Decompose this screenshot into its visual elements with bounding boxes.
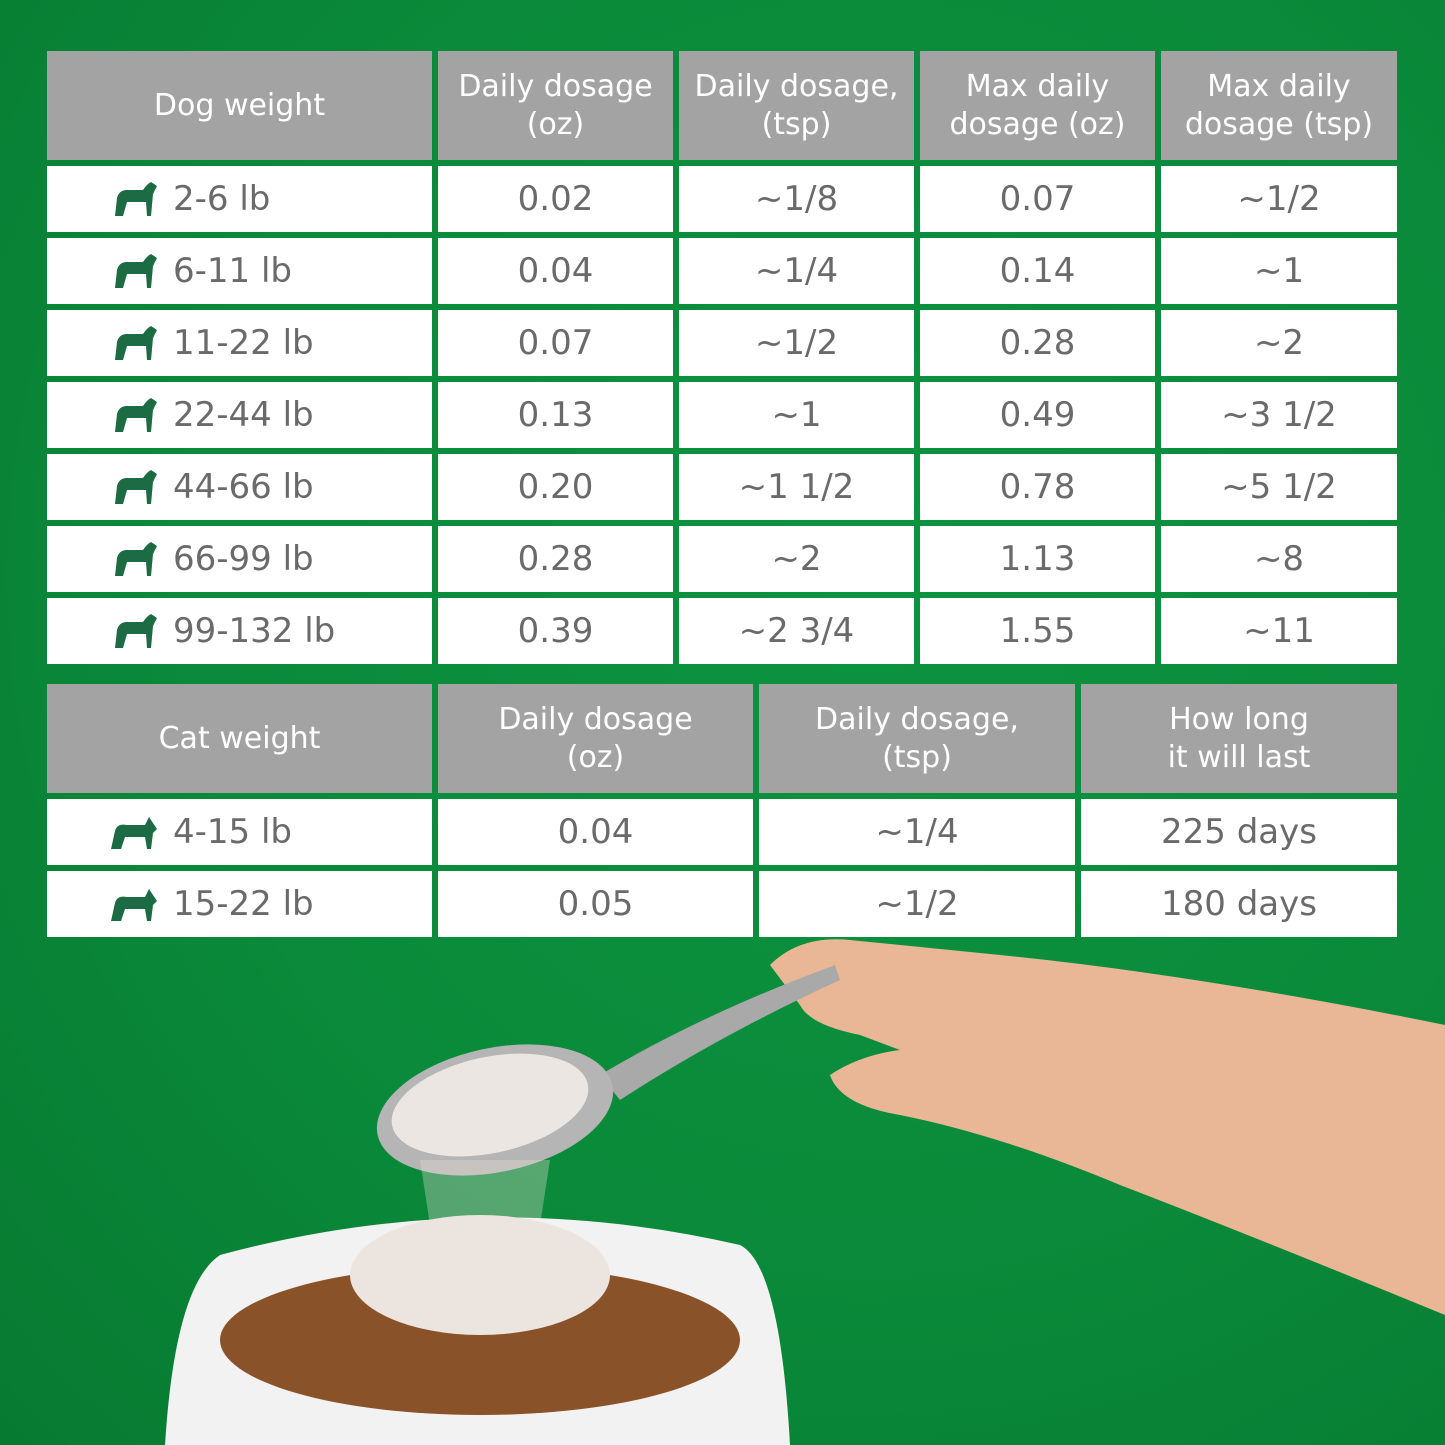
column-header: Dog weight xyxy=(47,51,432,160)
weight-cell: 99-132 lb xyxy=(47,598,432,664)
column-header: Daily dosage (oz) xyxy=(438,51,673,160)
weight-label: 66-99 lb xyxy=(173,539,314,579)
weight-label: 6-11 lb xyxy=(173,251,292,291)
weight-label: 4-15 lb xyxy=(173,812,292,852)
spoon-bowl-photo xyxy=(165,939,1445,1445)
spaniel-icon xyxy=(115,398,157,432)
max-oz-cell: 0.49 xyxy=(920,382,1155,448)
hand xyxy=(770,939,1445,1315)
chihuahua-icon xyxy=(115,182,157,216)
column-header: Daily dosage, (tsp) xyxy=(679,51,914,160)
daily-oz-cell: 0.28 xyxy=(438,526,673,592)
weight-cell: 4-15 lb xyxy=(47,799,432,865)
weight-cell: 6-11 lb xyxy=(47,238,432,304)
weight-label: 22-44 lb xyxy=(173,395,314,435)
daily-oz-cell: 0.13 xyxy=(438,382,673,448)
weight-label: 44-66 lb xyxy=(173,467,314,507)
weight-cell: 22-44 lb xyxy=(47,382,432,448)
weight-label: 11-22 lb xyxy=(173,323,314,363)
max-tsp-cell: ~2 xyxy=(1161,310,1397,376)
column-header: Daily dosage, (tsp) xyxy=(759,684,1075,793)
max-tsp-cell: ~1/2 xyxy=(1161,166,1397,232)
weight-label: 2-6 lb xyxy=(173,179,271,219)
daily-tsp-cell: ~1/4 xyxy=(679,238,914,304)
powder-in-spoon xyxy=(391,1053,589,1157)
daily-tsp-cell: ~1/2 xyxy=(759,871,1075,937)
chow-icon xyxy=(115,470,157,504)
large-cat-icon xyxy=(111,889,157,921)
max-tsp-cell: ~5 1/2 xyxy=(1161,454,1397,520)
daily-oz-cell: 0.04 xyxy=(438,799,753,865)
max-oz-cell: 0.28 xyxy=(920,310,1155,376)
weight-cell: 66-99 lb xyxy=(47,526,432,592)
column-header: Max daily dosage (tsp) xyxy=(1161,51,1397,160)
weight-cell: 44-66 lb xyxy=(47,454,432,520)
duration-cell: 225 days xyxy=(1081,799,1397,865)
dog-dosage-table: Dog weight Daily dosage (oz) Daily dosage,… xyxy=(47,51,1397,664)
max-oz-cell: 0.14 xyxy=(920,238,1155,304)
daily-tsp-cell: ~2 3/4 xyxy=(679,598,914,664)
max-oz-cell: 1.55 xyxy=(920,598,1155,664)
column-header: Max daily dosage (oz) xyxy=(920,51,1155,160)
max-tsp-cell: ~1 xyxy=(1161,238,1397,304)
daily-oz-cell: 0.39 xyxy=(438,598,673,664)
daily-tsp-cell: ~1 xyxy=(679,382,914,448)
max-tsp-cell: ~3 1/2 xyxy=(1161,382,1397,448)
terrier-icon xyxy=(115,326,157,360)
daily-tsp-cell: ~1/8 xyxy=(679,166,914,232)
daily-oz-cell: 0.04 xyxy=(438,238,673,304)
weight-cell: 11-22 lb xyxy=(47,310,432,376)
daily-tsp-cell: ~1/4 xyxy=(759,799,1075,865)
weight-label: 15-22 lb xyxy=(173,884,314,924)
daily-tsp-cell: ~1 1/2 xyxy=(679,454,914,520)
daily-oz-cell: 0.20 xyxy=(438,454,673,520)
daily-oz-cell: 0.02 xyxy=(438,166,673,232)
weight-cell: 2-6 lb xyxy=(47,166,432,232)
cat-dosage-table: Cat weight Daily dosage (oz) Daily dosage,… xyxy=(47,684,1397,937)
powder-on-food xyxy=(350,1215,610,1335)
kibble xyxy=(220,1265,740,1415)
daily-oz-cell: 0.07 xyxy=(438,310,673,376)
column-header: Daily dosage (oz) xyxy=(438,684,753,793)
column-header: How long it will last xyxy=(1081,684,1397,793)
column-header: Cat weight xyxy=(47,684,432,793)
small-cat-icon xyxy=(111,817,157,849)
daily-oz-cell: 0.05 xyxy=(438,871,753,937)
pomeranian-icon xyxy=(115,254,157,288)
max-oz-cell: 1.13 xyxy=(920,526,1155,592)
doberman-icon xyxy=(115,542,157,576)
daily-tsp-cell: ~2 xyxy=(679,526,914,592)
duration-cell: 180 days xyxy=(1081,871,1397,937)
daily-tsp-cell: ~1/2 xyxy=(679,310,914,376)
weight-label: 99-132 lb xyxy=(173,611,336,651)
weight-cell: 15-22 lb xyxy=(47,871,432,937)
max-tsp-cell: ~11 xyxy=(1161,598,1397,664)
powder-falling xyxy=(420,1160,550,1225)
max-tsp-cell: ~8 xyxy=(1161,526,1397,592)
max-oz-cell: 0.07 xyxy=(920,166,1155,232)
spoon-handle xyxy=(600,965,840,1100)
akita-icon xyxy=(115,614,157,648)
max-oz-cell: 0.78 xyxy=(920,454,1155,520)
